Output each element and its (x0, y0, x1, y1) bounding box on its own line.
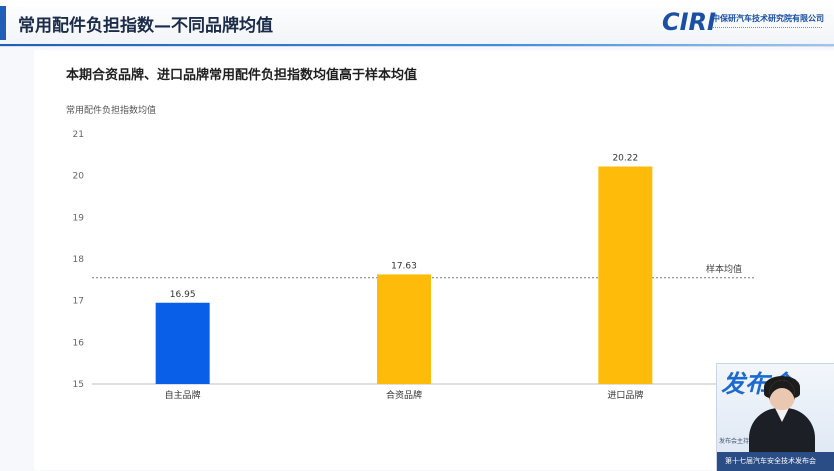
presenter-head (769, 380, 795, 410)
bar-0 (155, 302, 210, 384)
y-tick-label-1: 16 (73, 338, 85, 348)
ciri-logo: CIRI 中保研汽车技术研究院有限公司 (662, 8, 826, 40)
data-labels: 16.95 17.63 20.22 (170, 154, 638, 300)
bar-2 (598, 166, 653, 384)
page-title: 常用配件负担指数—不同品牌均值 (18, 16, 273, 36)
data-label-0: 16.95 (170, 290, 196, 300)
y-tick-label-0: 15 (73, 380, 84, 390)
inset-side-text: 发布会主持 (719, 438, 750, 445)
y-tick-label-4: 19 (73, 213, 85, 223)
category-label-1: 合资品牌 (386, 389, 422, 401)
header-bar: 常用配件负担指数—不同品牌均值 CIRI 中保研汽车技术研究院有限公司 (0, 0, 834, 47)
category-labels: 自主品牌 合资品牌 进口品牌 (165, 389, 644, 401)
logo-decoration (712, 27, 822, 32)
bars (155, 166, 653, 384)
inset-caption: 第十七届汽车安全技术发布会 (725, 457, 816, 465)
inset-desk (717, 452, 834, 471)
bar-1 (377, 274, 431, 384)
sample-mean-label: 样本均值 (706, 263, 742, 275)
y-tick-label-6: 21 (73, 130, 84, 140)
y-axis-label: 常用配件负担指数均值 (66, 106, 157, 116)
logo-company-name: 中保研汽车技术研究院有限公司 (712, 14, 824, 23)
logo-mark: CIRI (662, 8, 716, 36)
header-underline (0, 44, 834, 46)
data-label-2: 20.22 (612, 154, 638, 164)
chart-panel (34, 50, 834, 470)
data-label-1: 17.63 (391, 261, 417, 271)
y-tick-label-3: 18 (73, 255, 85, 265)
y-tick-label-5: 20 (73, 172, 85, 182)
y-tick-label-2: 17 (73, 297, 84, 307)
category-label-2: 进口品牌 (607, 389, 643, 401)
category-label-0: 自主品牌 (165, 389, 201, 401)
chart-subtitle: 本期合资品牌、进口品牌常用配件负担指数均值高于样本均值 (66, 68, 418, 83)
presenter-video-inset: 发布会 发布会主持 第十七届汽车安全技术发布会 (716, 363, 834, 471)
header-accent (0, 6, 6, 40)
y-axis-ticks: 15 16 17 18 19 20 21 (73, 130, 85, 390)
